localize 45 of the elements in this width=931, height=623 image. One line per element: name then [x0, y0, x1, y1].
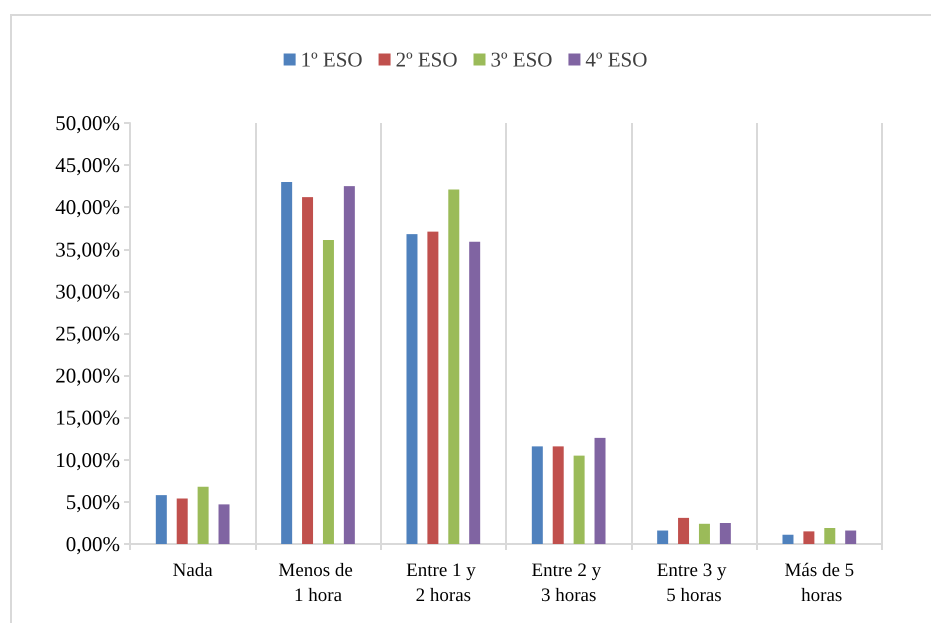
bar — [698, 524, 710, 544]
bar — [427, 232, 438, 544]
bar — [322, 240, 334, 544]
y-tick-label: 0,00% — [66, 532, 120, 556]
bar — [782, 534, 794, 544]
y-tick-label: 45,00% — [55, 153, 120, 178]
bar — [574, 456, 585, 544]
y-tick-label: 35,00% — [55, 237, 120, 262]
legend-label: 1º ESO — [300, 48, 363, 72]
y-tick-label: 20,00% — [55, 364, 120, 388]
x-tick-label: Entre 1 y 2 horas — [406, 560, 481, 606]
bar — [824, 528, 836, 544]
x-tick-label: Entre 2 y 3 horas — [531, 560, 606, 606]
bar — [406, 234, 418, 544]
bar — [198, 486, 209, 544]
bar — [552, 446, 564, 544]
x-tick-label: Entre 3 y 5 horas — [656, 560, 732, 606]
y-tick-label: 5,00% — [66, 490, 120, 514]
bar — [803, 531, 814, 544]
bar — [845, 530, 856, 544]
y-tick-label: 40,00% — [55, 195, 120, 220]
bar — [218, 504, 230, 544]
bar — [156, 495, 167, 544]
legend-label: 2º ESO — [396, 48, 458, 72]
bar — [302, 197, 314, 544]
legend-label: 3º ESO — [490, 48, 552, 72]
bar — [176, 498, 188, 544]
x-tick-label: Menos de 1 hora — [278, 560, 358, 606]
bar — [678, 518, 690, 544]
bar — [657, 530, 668, 544]
y-tick-label: 15,00% — [55, 406, 120, 430]
legend-label: 4º ESO — [585, 48, 648, 72]
y-tick-label: 10,00% — [55, 448, 120, 472]
y-tick-label: 25,00% — [55, 322, 120, 346]
bar — [469, 242, 480, 544]
bar — [281, 182, 292, 544]
x-tick-label: Nada — [172, 560, 214, 581]
bar — [532, 446, 543, 544]
x-tick-label: Más de 5 horas — [784, 560, 854, 606]
y-tick-label: 30,00% — [55, 279, 120, 304]
bar — [344, 186, 355, 544]
bar — [720, 522, 731, 544]
y-tick-label: 50,00% — [55, 111, 120, 135]
bar — [594, 438, 606, 544]
bar — [448, 190, 460, 544]
